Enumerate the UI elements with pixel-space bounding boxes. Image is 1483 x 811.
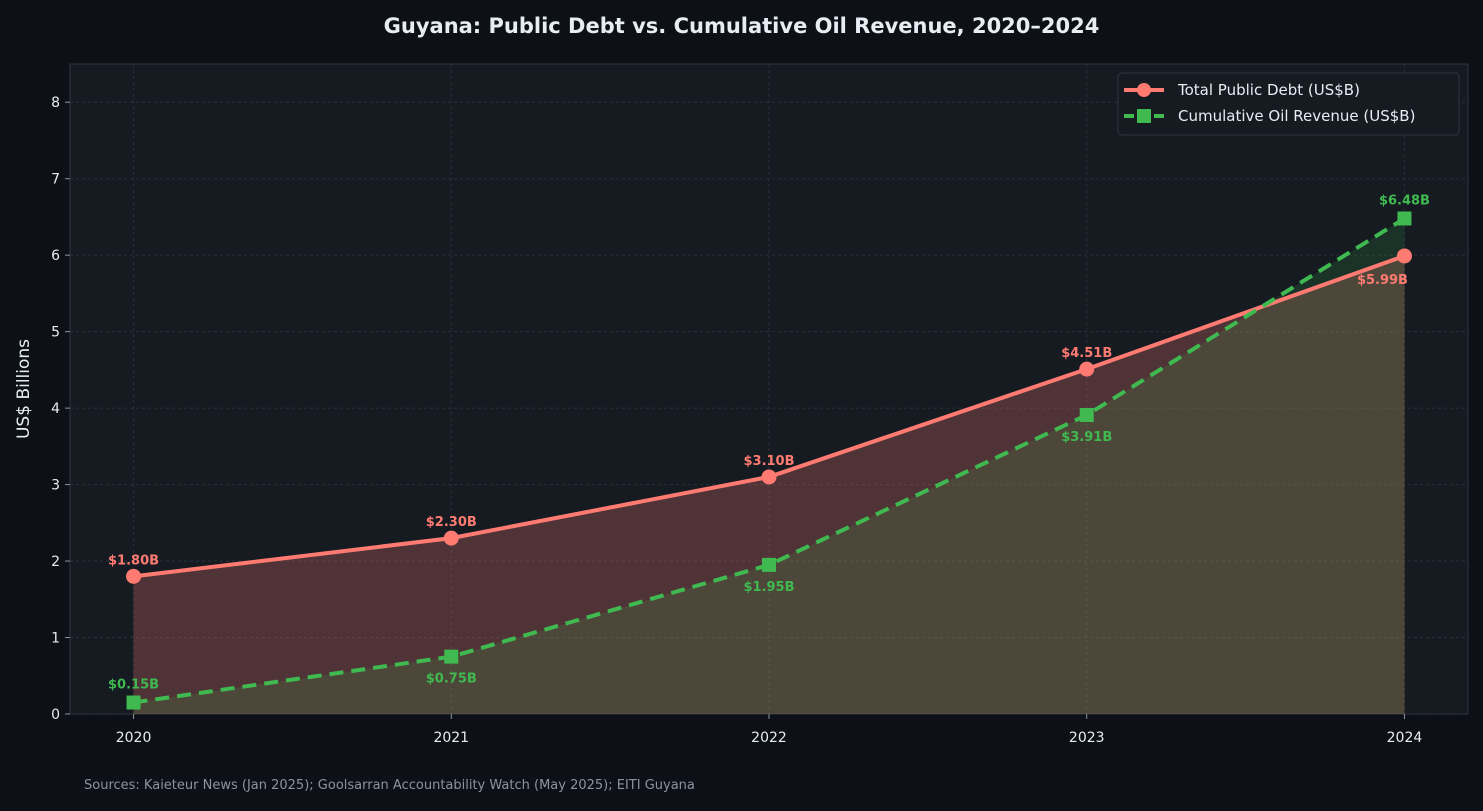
data-point [1079,408,1094,422]
y-tick-label: 4 [51,401,60,417]
x-tick-label: 2021 [433,730,469,746]
data-label: $6.48B [1379,193,1430,208]
legend-label: Total Public Debt (US$B) [1177,81,1360,99]
y-axis-label: US$ Billions [14,339,34,439]
data-point [444,649,459,664]
data-label: $3.91B [1061,430,1112,445]
area-fill-1 [133,218,1405,714]
legend-box [1117,72,1460,136]
source-note: Sources: Kaieteur News (Jan 2025); Gools… [84,778,695,793]
y-tick-label: 1 [51,631,60,647]
data-point [1079,361,1095,377]
y-tick-label: 0 [51,707,60,723]
data-point [761,469,777,485]
data-label: $1.80B [108,553,159,568]
data-point [762,557,776,572]
y-tick-label: 6 [51,248,60,264]
data-label: $0.75B [426,672,477,687]
data-label: $3.10B [743,454,794,469]
x-tick-label: 2024 [1387,730,1423,746]
data-point [1397,211,1412,226]
data-point [443,530,459,546]
data-label: $4.51B [1061,346,1112,361]
data-label: $5.99B [1357,273,1408,288]
x-tick-label: 2023 [1069,730,1105,746]
y-tick-label: 3 [51,478,60,494]
legend-marker [1137,83,1151,97]
x-tick-label: 2020 [116,730,152,746]
data-label: $2.30B [426,515,477,530]
data-point [126,695,141,710]
y-tick-label: 8 [51,95,60,111]
data-label: $1.95B [743,580,794,595]
data-label: $0.15B [108,678,159,693]
x-tick-label: 2022 [751,730,787,746]
y-tick-label: 2 [51,554,60,570]
legend-label: Cumulative Oil Revenue (US$B) [1178,107,1415,125]
y-tick-label: 7 [51,172,60,188]
data-point [1396,248,1412,264]
legend-marker [1137,109,1151,123]
legend: Total Public Debt (US$B) Cumulative Oil R… [1117,72,1460,136]
data-point [126,568,142,584]
y-tick-label: 5 [51,325,60,341]
chart-title: Guyana: Public Debt vs. Cumulative Oil R… [383,14,1100,38]
